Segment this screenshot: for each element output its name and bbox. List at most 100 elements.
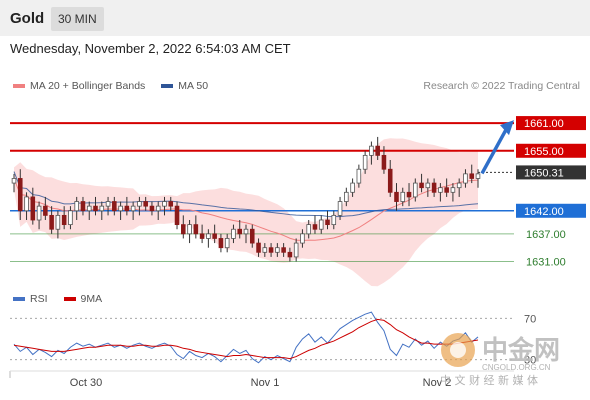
candle	[362, 150, 368, 174]
forecast-arrow-shaft	[480, 125, 510, 175]
candle-body	[318, 219, 324, 230]
legend-label-ma50: MA 50	[178, 80, 209, 92]
timeframe-badge[interactable]: 30 MIN	[51, 7, 104, 31]
candle-body	[174, 205, 180, 226]
candle-body	[155, 205, 161, 212]
x-tick-label-0: Oct 30	[70, 377, 102, 389]
candle-body	[400, 191, 406, 202]
candle-body	[306, 224, 311, 235]
candle	[325, 210, 330, 230]
candle-body	[438, 187, 443, 193]
legend-item-ma20: MA 20 + Bollinger Bands	[13, 80, 145, 92]
legend-swatch-ma50	[161, 84, 174, 88]
level-tag-1661-00	[516, 116, 586, 131]
rsi-9ma-line	[13, 318, 479, 360]
forecast-arrow	[480, 120, 514, 175]
watermark-brand: 中金网	[482, 335, 560, 366]
candle	[137, 196, 142, 216]
candle-body	[275, 247, 280, 253]
candle	[413, 178, 418, 202]
candle-body	[93, 205, 98, 212]
candle	[425, 178, 431, 197]
candle-body	[80, 201, 86, 212]
candle-body	[444, 187, 449, 193]
candle-body	[86, 205, 92, 212]
bollinger-band	[14, 138, 478, 287]
rsi-legend: RSI 9MA	[13, 293, 118, 305]
candle-body	[431, 182, 437, 193]
candle-body	[425, 182, 431, 189]
candle-body	[36, 205, 42, 221]
candle	[206, 229, 211, 248]
candle	[143, 196, 148, 211]
level-label-1655-00: 1655.00	[524, 146, 564, 158]
candle	[237, 220, 243, 239]
candle-body	[206, 233, 211, 239]
watermark-tagline: 中 文 财 经 新 媒 体	[440, 373, 538, 387]
candle	[231, 224, 236, 244]
candle-body	[475, 173, 481, 179]
candle	[17, 169, 23, 220]
candle	[130, 201, 136, 220]
candle-body	[17, 178, 23, 212]
candle	[68, 206, 73, 230]
candle	[268, 243, 274, 257]
candle	[93, 196, 98, 216]
candle	[80, 196, 86, 216]
candles	[11, 136, 481, 262]
candle-body	[350, 182, 355, 193]
legend-label-ma20: MA 20 + Bollinger Bands	[30, 80, 146, 92]
legend-item-ma50: MA 50	[161, 80, 208, 92]
x-axis: Oct 30 Nov 1 Nov 2	[9, 370, 514, 389]
candle	[105, 196, 111, 216]
candle-body	[249, 228, 255, 244]
candle	[36, 201, 42, 230]
candle-body	[262, 247, 268, 253]
candle-body	[143, 201, 148, 207]
level-tag-1642-00	[516, 203, 586, 218]
watermark-domain: CNGOLD.ORG.CN	[482, 363, 551, 372]
level-label-1637-00: 1637.00	[526, 229, 566, 241]
candle	[11, 173, 17, 193]
candle-body	[112, 201, 117, 212]
candle	[369, 141, 374, 165]
datetime-label: Wednesday, November 2, 2022 6:54:03 AM C…	[10, 41, 291, 56]
candle-body	[118, 205, 123, 212]
candle	[306, 220, 311, 239]
forecast-arrow-head	[500, 120, 514, 136]
candle	[387, 160, 393, 197]
x-tick-label-1: Nov 1	[251, 377, 280, 389]
candle	[118, 201, 123, 220]
candle	[249, 224, 255, 248]
candle-body	[43, 205, 48, 216]
candle-body	[387, 168, 393, 193]
level-label-1642-00: 1642.00	[524, 206, 564, 218]
candle-body	[199, 233, 205, 239]
legend-swatch-rsi	[13, 297, 25, 301]
candle	[475, 169, 481, 188]
candle-body	[193, 224, 199, 235]
candle	[463, 169, 468, 188]
candle-body	[469, 173, 475, 179]
candle	[55, 210, 61, 239]
candle	[162, 196, 167, 216]
candle	[281, 243, 286, 257]
candle-body	[162, 201, 167, 207]
candle-body	[406, 191, 412, 198]
candle-body	[413, 182, 418, 198]
rsi-label-70: 70	[524, 313, 536, 325]
legend-label-9ma: 9MA	[80, 293, 103, 305]
candle-body	[24, 196, 29, 212]
chart-legend: MA 20 + Bollinger Bands MA 50	[13, 80, 224, 92]
candle-body	[450, 187, 456, 193]
candle	[256, 238, 261, 257]
candle-body	[281, 247, 286, 253]
candle-body	[61, 214, 67, 226]
candle	[187, 220, 192, 244]
candle	[312, 215, 318, 234]
rsi-panel: 70 30	[10, 311, 536, 367]
candle	[469, 164, 475, 184]
candle-body	[187, 224, 192, 235]
candle	[431, 178, 437, 197]
bollinger-band-area	[14, 138, 478, 287]
